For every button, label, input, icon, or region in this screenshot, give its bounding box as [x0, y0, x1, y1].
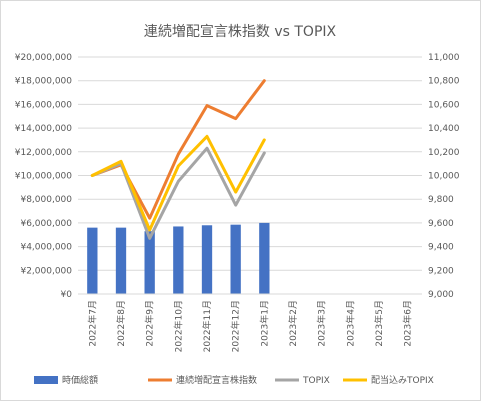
y-left-tick-label: ¥10,000,000	[15, 172, 73, 182]
x-tick-label: 2022年9月	[144, 300, 156, 347]
y-right-tick-label: 9,400	[428, 243, 454, 253]
x-tick-label: 2023年2月	[287, 300, 299, 347]
y-right-tick-label: 9,000	[428, 290, 454, 300]
y-left-tick-label: ¥8,000,000	[20, 195, 72, 205]
line-series	[90, 79, 266, 240]
x-tick-label: 2023年5月	[373, 300, 385, 347]
chart-title: 連続増配宣言株指数 vs TOPIX	[144, 23, 337, 40]
x-tick-label: 2022年8月	[115, 300, 127, 347]
bar	[259, 222, 270, 294]
y-right-tick-label: 10,400	[428, 124, 460, 134]
y-right-tick-label: 11,000	[428, 53, 460, 63]
y-right-tick-label: 9,200	[428, 266, 454, 276]
y-right-tick-label: 9,800	[428, 195, 454, 205]
y-left-tick-label: ¥6,000,000	[20, 219, 72, 229]
y-right-tick-label: 10,600	[428, 100, 460, 110]
bar	[173, 226, 184, 294]
y-right-tick-label: 10,200	[428, 148, 460, 158]
bar	[115, 227, 127, 294]
legend-swatch	[34, 376, 58, 384]
x-tick-label: 2023年1月	[258, 300, 270, 347]
legend-label: 連続増配宣言株指数	[176, 374, 257, 386]
x-tick-label: 2022年7月	[86, 300, 98, 347]
y-left-tick-label: ¥12,000,000	[15, 148, 73, 158]
y-right-tick-label: 10,000	[428, 172, 460, 182]
x-tick-label: 2023年6月	[402, 300, 414, 347]
legend-item: TOPIX	[275, 376, 330, 386]
legend-item: 配当込みTOPIX	[343, 374, 434, 386]
y-left-tick-label: ¥4,000,000	[20, 243, 72, 253]
x-axis: 2022年7月 2022年8月 2022年9月 2022年10月 2022年11月 202…	[78, 293, 422, 352]
legend-label: 時価総額	[62, 374, 98, 386]
legend: 時価総額 連続増配宣言株指数 TOPIX 配当込みTOPIX	[34, 374, 434, 386]
bar	[144, 231, 155, 294]
legend-label: TOPIX	[302, 376, 330, 386]
legend-item: 時価総額	[34, 374, 98, 386]
legend-item: 連続増配宣言株指数	[148, 374, 257, 386]
y-right-tick-label: 10,800	[428, 77, 460, 87]
gridlines	[78, 56, 422, 295]
bar	[230, 224, 241, 294]
y-axis-right: 9,000 9,200 9,400 9,600 9,800 10,000 10,200 10,…	[428, 53, 460, 300]
bar	[201, 225, 213, 294]
bar-series	[87, 222, 270, 294]
x-tick-label: 2023年4月	[344, 300, 356, 347]
bar	[87, 227, 98, 294]
y-right-tick-label: 9,600	[428, 219, 454, 229]
y-left-tick-label: ¥18,000,000	[15, 77, 73, 87]
x-tick-label: 2022年10月	[172, 300, 184, 352]
y-left-tick-label: ¥16,000,000	[15, 100, 73, 110]
y-left-tick-label: ¥14,000,000	[15, 124, 73, 134]
y-axis-left: ¥0 ¥2,000,000 ¥4,000,000 ¥6,000,000 ¥8,000,0…	[15, 53, 73, 300]
x-tick-label: 2022年11月	[201, 300, 213, 352]
y-left-tick-label: ¥20,000,000	[15, 53, 73, 63]
y-left-tick-label: ¥0	[61, 290, 73, 300]
y-left-tick-label: ¥2,000,000	[20, 266, 72, 276]
legend-label: 配当込みTOPIX	[371, 374, 434, 386]
series-line	[90, 134, 266, 232]
x-tick-label: 2022年12月	[230, 300, 242, 352]
x-tick-label: 2023年3月	[316, 300, 328, 347]
